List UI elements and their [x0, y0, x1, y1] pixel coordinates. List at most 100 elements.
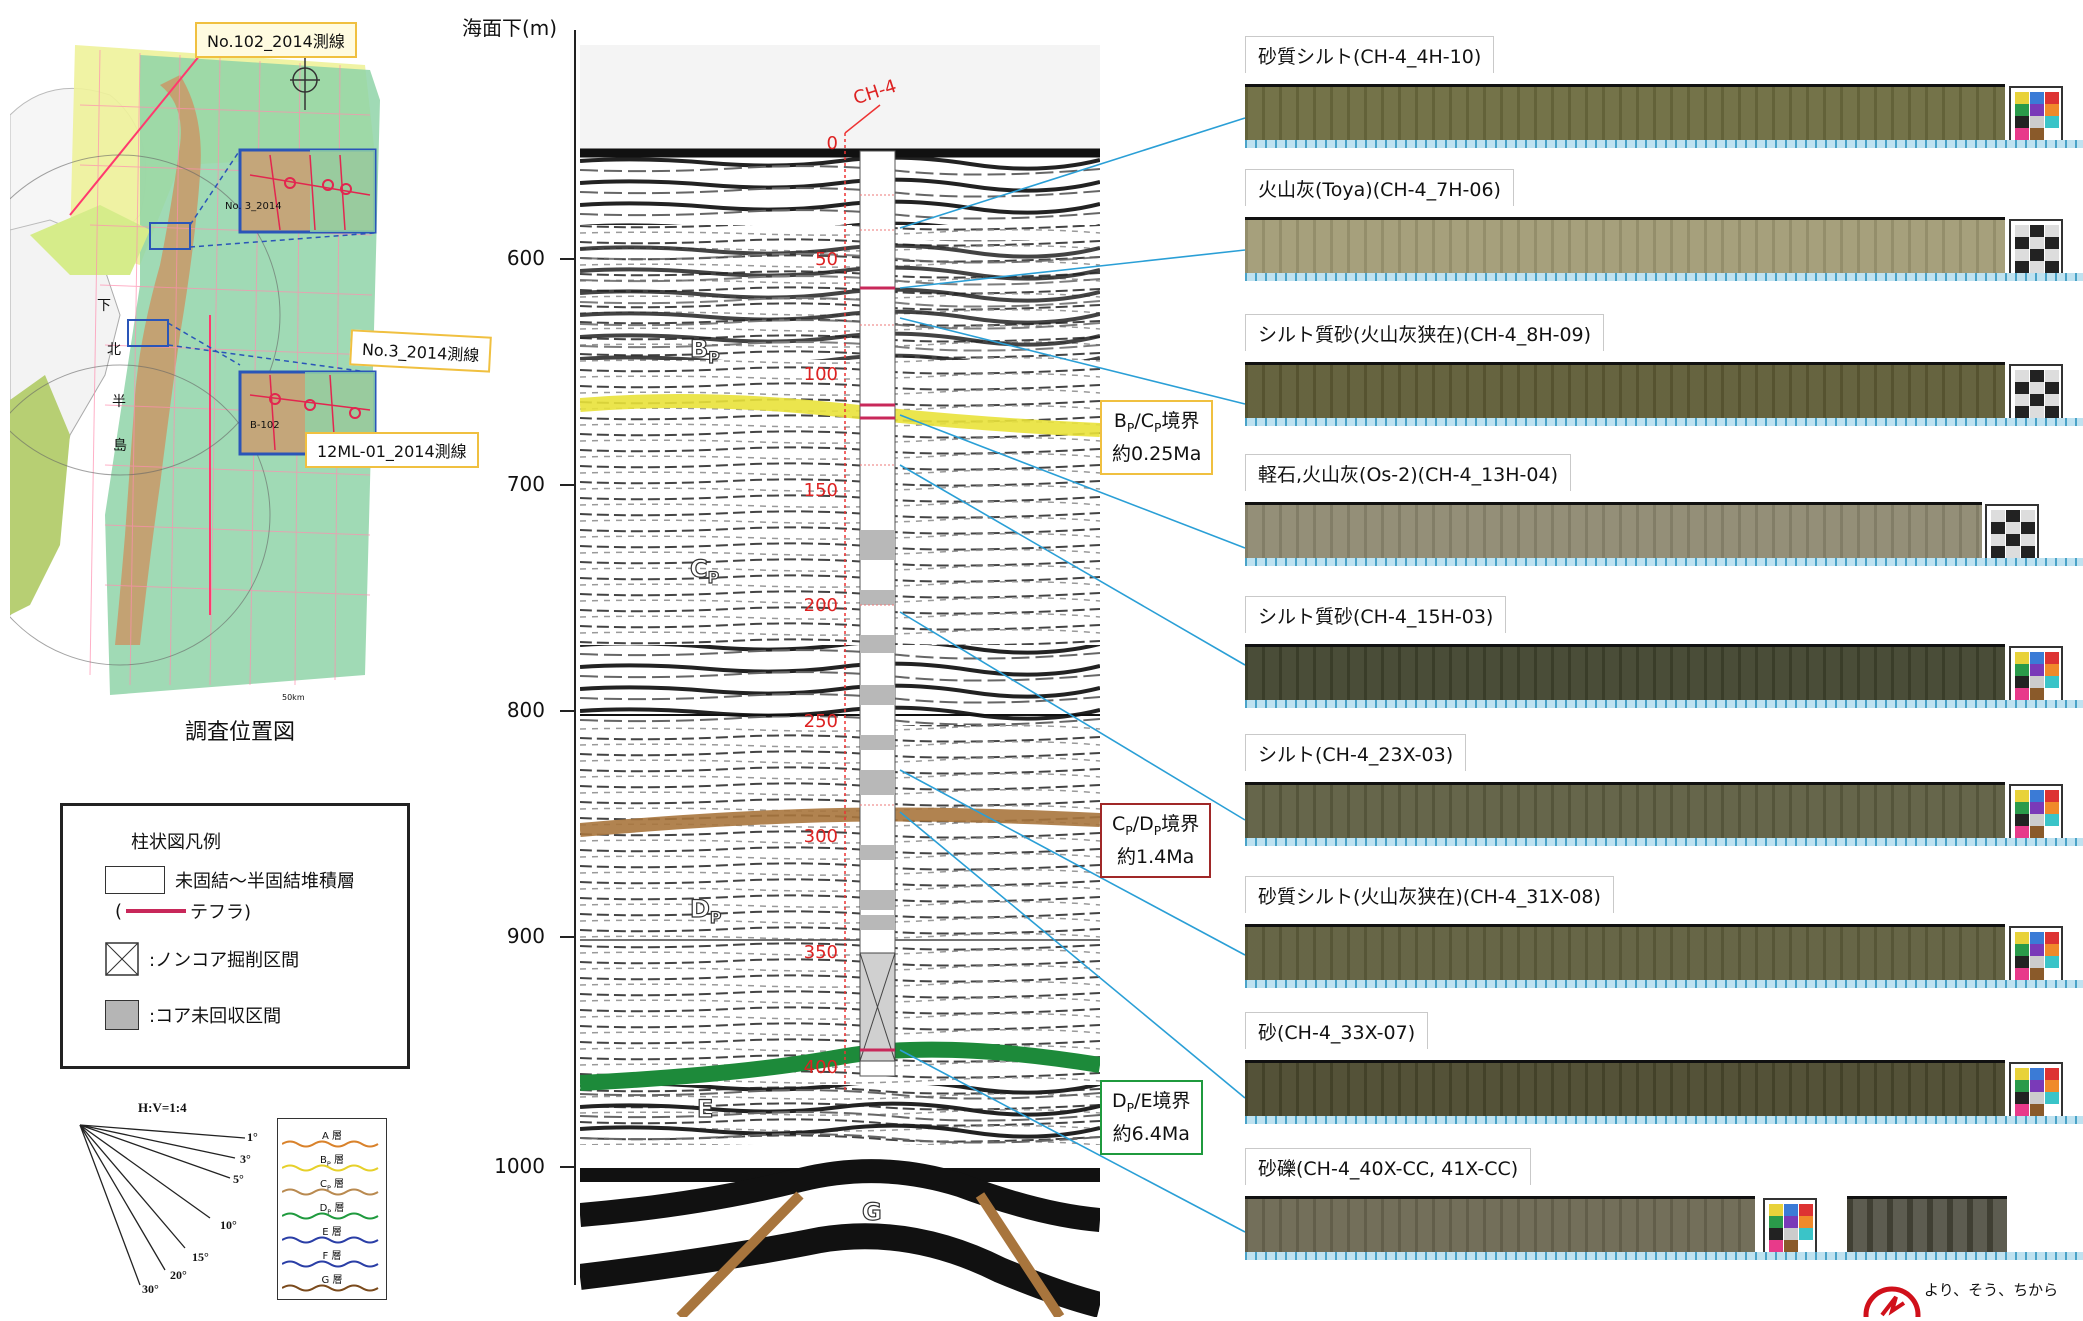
core-sample-label: シルト質砂(CH-4_15H-03)	[1245, 596, 1507, 633]
layer-key-label: E 層	[278, 1223, 386, 1238]
borehole-depth-label: 200	[803, 595, 838, 616]
unit-label: BP	[689, 334, 720, 367]
angle-15: 15°	[192, 1250, 209, 1264]
color-chip	[2015, 652, 2029, 664]
borehole-depth-label: 50	[815, 248, 838, 270]
depth-tick-mark	[560, 484, 576, 486]
color-chip	[1799, 1228, 1813, 1240]
depth-tick-label: 900	[506, 924, 545, 948]
depth-tick-label: 600	[506, 246, 545, 270]
layer-name: G 層	[321, 1275, 343, 1286]
legend-row-tephra: ( テフラ)	[115, 898, 251, 924]
legend-tephra-label: テフラ)	[190, 902, 252, 923]
core-sample-label: 砂礫(CH-4_40X-CC, 41X-CC)	[1245, 1148, 1532, 1185]
core-tray-2	[1847, 1196, 2007, 1256]
color-chip	[2006, 522, 2020, 534]
logo-mark-icon	[1863, 1286, 1921, 1321]
depth-tick-label: 1000	[494, 1154, 545, 1178]
color-chip	[2045, 688, 2059, 700]
color-chip	[2030, 1080, 2044, 1092]
color-chip	[2045, 249, 2059, 261]
color-chip	[2006, 510, 2020, 522]
legend-title: 柱状図凡例	[131, 832, 221, 853]
color-chip	[2015, 1092, 2029, 1104]
color-chip	[2030, 944, 2044, 956]
layer-key-label: BP 層	[278, 1151, 386, 1168]
color-chip	[1799, 1204, 1813, 1216]
layer-wave-line	[282, 1140, 379, 1148]
color-chip	[1784, 1216, 1798, 1228]
noncore-swatch	[105, 942, 139, 976]
color-chip	[2030, 968, 2044, 980]
color-chip	[2015, 1068, 2029, 1080]
color-chip	[2015, 814, 2029, 826]
color-chip	[2045, 261, 2059, 273]
map-graphic	[0, 15, 510, 701]
color-chip	[2015, 370, 2029, 382]
layer-wave-line	[282, 1236, 379, 1244]
color-chip	[1784, 1204, 1798, 1216]
color-chip	[2045, 1092, 2059, 1104]
color-chip	[2030, 932, 2044, 944]
color-chip	[2045, 1080, 2059, 1092]
color-chip	[2030, 237, 2044, 249]
color-chip	[2030, 249, 2044, 261]
color-chip	[2030, 688, 2044, 700]
color-scale-card	[2009, 364, 2063, 420]
color-chip	[2030, 802, 2044, 814]
color-chip	[1769, 1240, 1783, 1252]
core-scale-ruler	[1245, 418, 2083, 426]
color-chip	[2045, 406, 2059, 418]
color-chip	[2015, 802, 2029, 814]
color-chip	[2030, 394, 2044, 406]
depth-tick-mark	[560, 258, 576, 260]
boundary-title-part: P	[1153, 823, 1162, 838]
color-chip	[1769, 1204, 1783, 1216]
color-chip	[2045, 116, 2059, 128]
core-tray	[1245, 362, 2005, 422]
unit-label: CP	[689, 554, 719, 587]
color-chip	[2030, 664, 2044, 676]
boundary-title: CP/DP境界	[1112, 811, 1199, 844]
color-scale-card	[2009, 646, 2063, 702]
color-chip	[1769, 1216, 1783, 1228]
column-legend: 柱状図凡例 未固結～半固結堆積層 ( テフラ) :ノンコア掘削区間 :コア未回収…	[60, 803, 410, 1069]
core-scale-ruler	[1245, 1252, 2083, 1260]
color-chip	[2030, 128, 2044, 140]
borehole-depth-label: 400	[803, 1057, 838, 1078]
color-chip	[2030, 956, 2044, 968]
color-chip	[2006, 534, 2020, 546]
color-chip	[2030, 814, 2044, 826]
color-chip	[2045, 676, 2059, 688]
color-chip	[2045, 814, 2059, 826]
legend-noncore-label: :ノンコア掘削区間	[149, 950, 300, 971]
slope-fan	[79, 1124, 246, 1286]
boundary-title-part: P	[1126, 1100, 1135, 1115]
layer-wave-line	[282, 1164, 379, 1172]
core-sample-label: 砂質シルト(火山灰狭在)(CH-4_31X-08)	[1245, 876, 1614, 913]
color-chip	[2015, 932, 2029, 944]
logo-tagline: より、そう、ちから	[1924, 1281, 2059, 1299]
callout-12ml01: 12ML-01_2014測線	[305, 432, 479, 468]
depth-axis-title: 海面下(m)	[462, 16, 558, 40]
tephra-line-swatch	[126, 909, 187, 913]
core-tray	[1245, 924, 2005, 984]
unit-letter: C	[689, 554, 708, 583]
depth-tick-mark	[560, 936, 576, 938]
color-chip	[2015, 104, 2029, 116]
boundary-box: DP/E境界 約6.4Ma	[1100, 1080, 1203, 1155]
color-chip	[2045, 104, 2059, 116]
borehole-depth-label: 250	[803, 710, 838, 732]
color-scale-card	[2009, 926, 2063, 982]
depth-tick-mark	[560, 710, 576, 712]
core-photo	[1245, 778, 2083, 846]
boundary-title: BP/CP境界	[1112, 408, 1201, 441]
layer-name: D	[319, 1203, 328, 1214]
color-chip	[2045, 92, 2059, 104]
color-chip	[2030, 676, 2044, 688]
color-chip	[2015, 944, 2029, 956]
color-chip	[1991, 510, 2005, 522]
color-chip	[2015, 826, 2029, 838]
depth-tick-mark	[560, 1166, 576, 1168]
unit-label: DP	[689, 894, 722, 927]
